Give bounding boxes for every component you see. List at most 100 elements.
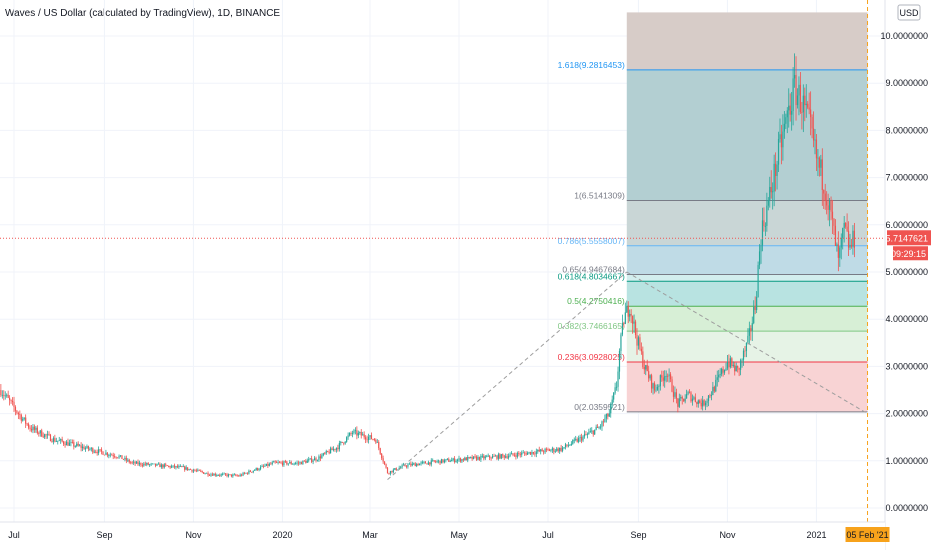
candle-475 xyxy=(693,395,695,401)
candle-260 xyxy=(379,447,381,455)
candle-195 xyxy=(284,459,286,463)
candle-337 xyxy=(491,453,494,459)
y-tick-label-6: 6.0000000 xyxy=(885,220,928,230)
candle-413 xyxy=(602,419,605,427)
candle-180 xyxy=(262,464,265,469)
candle-464 xyxy=(677,397,679,413)
candle-116 xyxy=(169,465,171,469)
candle-177 xyxy=(258,467,260,472)
candle-524 xyxy=(764,222,766,237)
candle-309 xyxy=(451,457,453,462)
candle-184 xyxy=(268,462,270,467)
candle-196 xyxy=(286,460,288,466)
candle-151 xyxy=(220,473,222,477)
x-tick-label-6: Jul xyxy=(542,530,554,540)
candle-575 xyxy=(839,245,841,267)
candle-438 xyxy=(639,333,641,351)
candle-463 xyxy=(675,388,677,404)
candle-75 xyxy=(109,452,111,458)
candle-436 xyxy=(636,328,638,355)
candle-258 xyxy=(376,439,378,443)
candle-443 xyxy=(646,359,648,372)
candle-288 xyxy=(420,461,422,466)
candle-30 xyxy=(44,433,46,439)
candle-459 xyxy=(669,372,672,383)
candle-392 xyxy=(572,439,574,445)
candle-426 xyxy=(621,314,624,337)
candle-506 xyxy=(738,367,740,377)
candle-432 xyxy=(630,309,632,324)
candle-106 xyxy=(154,463,157,468)
candle-121 xyxy=(176,464,179,469)
x-tick-label-7: Sep xyxy=(630,530,646,540)
candle-146 xyxy=(213,473,215,476)
candle-390 xyxy=(569,444,571,446)
candle-338 xyxy=(493,453,495,457)
candle-487 xyxy=(710,391,713,401)
candle-182 xyxy=(265,463,268,467)
y-tick-label-0: 0.0000000 xyxy=(885,503,928,513)
candle-439 xyxy=(640,342,642,355)
candle-295 xyxy=(430,458,432,467)
candle-354 xyxy=(516,451,518,459)
candle-484 xyxy=(706,398,708,408)
candle-364 xyxy=(531,449,533,458)
candle-527 xyxy=(769,176,771,208)
candle-93 xyxy=(135,460,138,464)
y-tick-label-1: 1.0000000 xyxy=(885,456,928,466)
candle-131 xyxy=(191,469,193,473)
candle-573 xyxy=(836,242,838,252)
candle-492 xyxy=(718,369,720,383)
candle-110 xyxy=(160,463,162,469)
candle-418 xyxy=(610,402,612,418)
fib-label-0: 1.618(9.2816453) xyxy=(558,60,625,70)
candle-227 xyxy=(331,446,333,451)
candle-220 xyxy=(321,453,323,459)
candle-3 xyxy=(4,391,6,400)
fib-zone-7 xyxy=(626,331,868,363)
candle-419 xyxy=(611,395,613,408)
candle-171 xyxy=(249,469,251,473)
candle-233 xyxy=(340,440,342,446)
candle-482 xyxy=(703,399,705,407)
candle-401 xyxy=(585,431,587,436)
candle-493 xyxy=(719,368,721,379)
candle-331 xyxy=(483,453,485,461)
candle-278 xyxy=(405,464,408,469)
candle-244 xyxy=(356,426,358,440)
candle-189 xyxy=(276,460,278,464)
candle-119 xyxy=(173,463,176,469)
candle-447 xyxy=(652,382,654,395)
candle-249 xyxy=(363,431,365,440)
candle-32 xyxy=(46,430,49,439)
candle-128 xyxy=(187,467,189,471)
candle-394 xyxy=(575,435,577,442)
time-marker-label: 05 Feb '21 xyxy=(846,530,888,540)
y-tick-label-9: 9.0000000 xyxy=(885,78,928,88)
candle-284 xyxy=(414,462,416,467)
candle-114 xyxy=(166,464,168,467)
candle-467 xyxy=(681,395,683,405)
candle-403 xyxy=(588,428,590,435)
candle-33 xyxy=(48,431,50,436)
candle-522 xyxy=(761,207,764,252)
candle-263 xyxy=(383,461,386,466)
candle-11 xyxy=(16,409,18,415)
fib-zone-1 xyxy=(626,69,868,201)
candle-61 xyxy=(89,447,91,451)
candle-457 xyxy=(667,373,669,382)
candle-252 xyxy=(367,433,370,444)
candle-557 xyxy=(812,111,815,148)
candle-405 xyxy=(591,427,593,434)
candle-126 xyxy=(184,465,186,472)
candle-386 xyxy=(563,447,565,450)
candle-461 xyxy=(672,385,675,403)
candle-251 xyxy=(366,435,368,443)
candle-222 xyxy=(324,452,326,455)
candle-402 xyxy=(586,432,588,439)
candle-516 xyxy=(753,300,755,325)
candle-357 xyxy=(521,450,523,458)
candle-70 xyxy=(102,451,104,455)
candle-198 xyxy=(289,459,291,464)
